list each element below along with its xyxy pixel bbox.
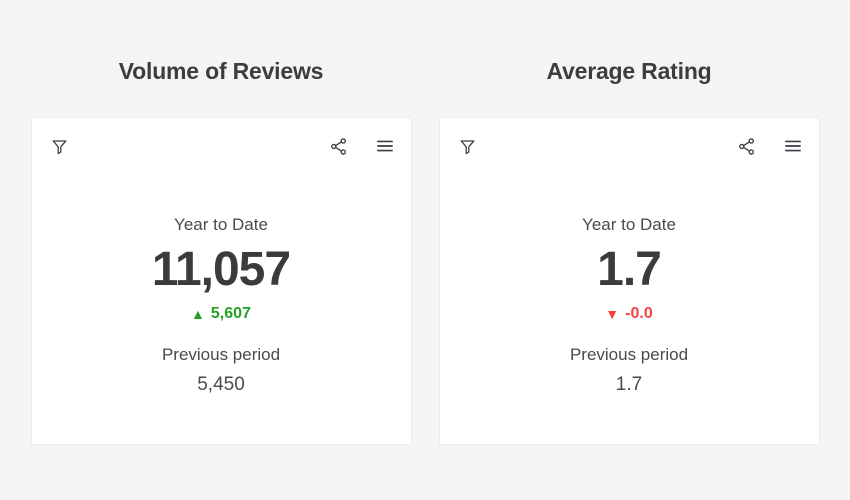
period-label: Year to Date [582, 215, 676, 235]
primary-value: 11,057 [151, 242, 291, 296]
hamburger-menu-icon[interactable] [373, 134, 397, 158]
hamburger-menu-icon[interactable] [781, 134, 805, 158]
previous-period-label: Previous period [569, 345, 689, 365]
delta-value: -0.0 [625, 305, 653, 323]
kpi-card-average-rating: Year to Date 1.7 ▼ -0.0 Previous period … [438, 117, 820, 446]
delta-indicator: ▼ -0.0 [605, 306, 652, 322]
delta-arrow-down-icon: ▼ [605, 306, 620, 323]
period-label: Year to Date [174, 215, 268, 235]
previous-period-label: Previous period [161, 345, 281, 365]
kpi-column-average-rating: Average Rating [438, 0, 820, 500]
share-icon[interactable] [735, 134, 759, 158]
primary-value: 1.7 [597, 242, 662, 296]
card-toolbar-right [735, 134, 805, 158]
kpi-column-volume-of-reviews: Volume of Reviews [30, 0, 412, 500]
previous-period-value: 5,450 [197, 373, 245, 395]
card-toolbar [32, 118, 411, 174]
previous-period-value: 1.7 [615, 373, 643, 395]
delta-value: 5,607 [210, 305, 251, 323]
card-toolbar-left [48, 134, 72, 158]
delta-arrow-up-icon: ▲ [191, 306, 205, 323]
delta-indicator: ▲ 5,607 [191, 306, 251, 322]
card-toolbar-right [327, 134, 397, 158]
share-icon[interactable] [327, 134, 351, 158]
kpi-card-volume-of-reviews: Year to Date 11,057 ▲ 5,607 Previous per… [30, 117, 412, 446]
filter-funnel-icon[interactable] [48, 134, 72, 158]
filter-funnel-icon[interactable] [456, 134, 480, 158]
page-title-average-rating: Average Rating [546, 58, 712, 84]
card-body: Year to Date 1.7 ▼ -0.0 Previous period … [440, 174, 819, 444]
card-toolbar [440, 118, 819, 174]
page-title-volume-of-reviews: Volume of Reviews [118, 58, 324, 84]
card-body: Year to Date 11,057 ▲ 5,607 Previous per… [32, 174, 411, 444]
card-toolbar-left [456, 134, 480, 158]
